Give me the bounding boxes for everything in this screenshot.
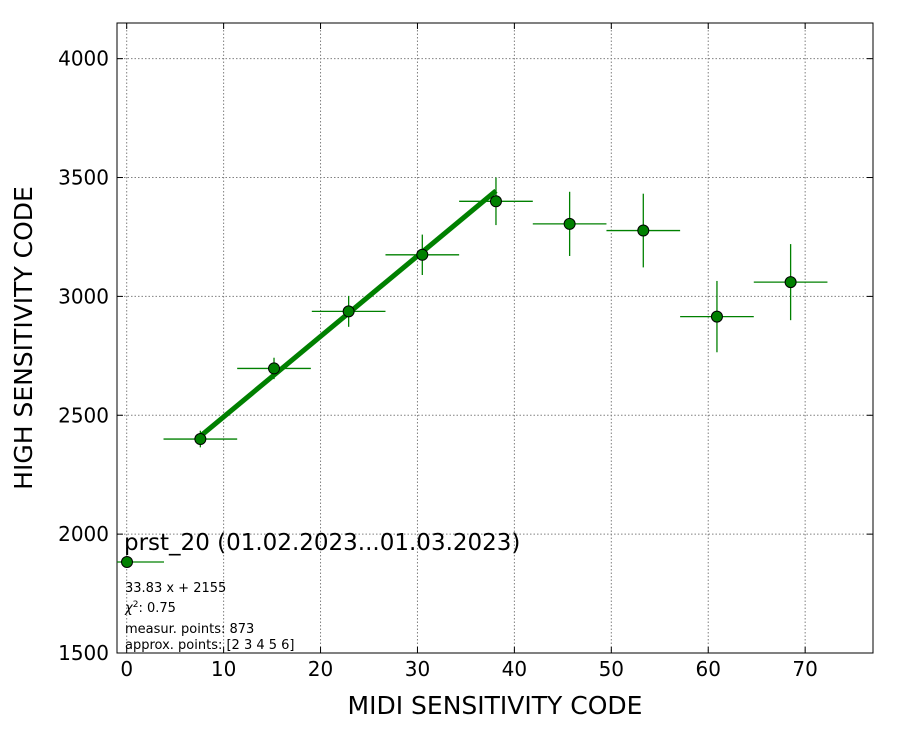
legend-approx-points: approx. points: [2 3 4 5 6] bbox=[125, 638, 295, 653]
data-points bbox=[163, 177, 828, 448]
legend-chi2: χ2: 0.75 bbox=[124, 600, 176, 616]
data-point bbox=[489, 195, 502, 208]
data-point bbox=[784, 276, 797, 289]
data-point bbox=[342, 305, 355, 318]
x-tick-label: 30 bbox=[405, 657, 430, 681]
legend-chi2-symbol: χ bbox=[124, 601, 134, 616]
data-point-group bbox=[606, 193, 681, 268]
legend-fit-label: 33.83 x + 2155 bbox=[125, 581, 226, 596]
data-point-group bbox=[385, 234, 460, 275]
data-point bbox=[637, 224, 650, 237]
legend-title: prst_20 (01.02.2023...01.03.2023) bbox=[124, 530, 520, 556]
data-point-group bbox=[459, 177, 533, 226]
data-point bbox=[563, 217, 576, 230]
x-tick-label: 20 bbox=[308, 657, 333, 681]
data-point bbox=[710, 310, 723, 323]
data-point-group bbox=[163, 430, 238, 448]
x-tick-label: 10 bbox=[211, 657, 236, 681]
x-tick-label: 0 bbox=[120, 657, 133, 681]
y-tick-label: 3000 bbox=[58, 284, 109, 308]
legend: prst_20 (01.02.2023...01.03.2023) 33.83 … bbox=[117, 530, 520, 653]
x-tick-label: 60 bbox=[696, 657, 721, 681]
data-point-group bbox=[532, 191, 607, 256]
data-point-group bbox=[680, 280, 754, 353]
data-point-group bbox=[311, 295, 386, 327]
y-axis-label: HIGH SENSITIVITY CODE bbox=[9, 186, 38, 490]
x-axis-label: MIDI SENSITIVITY CODE bbox=[348, 691, 643, 720]
y-tick-label: 3500 bbox=[58, 166, 109, 190]
legend-measur-points: measur. points: 873 bbox=[125, 622, 254, 637]
data-point-group bbox=[237, 357, 311, 380]
data-point bbox=[416, 248, 429, 261]
legend-chi2-value: : 0.75 bbox=[138, 601, 175, 616]
y-tick-label: 4000 bbox=[58, 47, 109, 71]
data-point bbox=[268, 362, 281, 375]
grid bbox=[117, 23, 873, 654]
x-tick-label: 70 bbox=[792, 657, 817, 681]
y-tick-label: 1500 bbox=[58, 641, 109, 665]
legend-marker bbox=[121, 556, 133, 568]
y-tick-label: 2000 bbox=[58, 522, 109, 546]
x-tick-label: 40 bbox=[502, 657, 527, 681]
data-point-group bbox=[753, 244, 828, 321]
y-tick-label: 2500 bbox=[58, 403, 109, 427]
legend-chi2-sup: 2 bbox=[133, 600, 139, 610]
plot-frame bbox=[116, 22, 874, 654]
axis-ticks: 0 10 20 30 40 50 60 70 1500 2000 2500 3000 3500 4000 bbox=[58, 23, 873, 681]
x-tick-label: 50 bbox=[599, 657, 624, 681]
data-point bbox=[194, 433, 207, 446]
